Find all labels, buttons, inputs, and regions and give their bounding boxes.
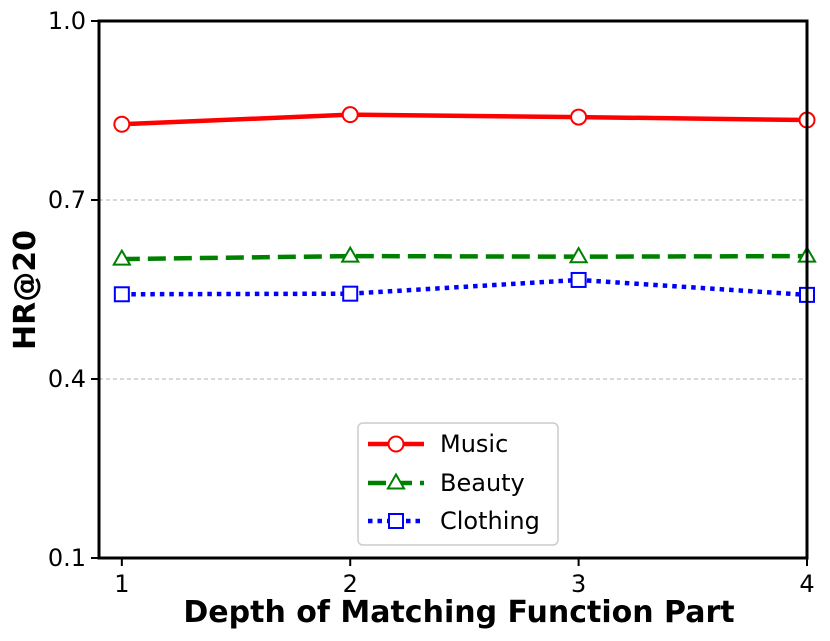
series-line-beauty — [121, 253, 808, 262]
legend-label-beauty: Beauty — [440, 469, 525, 497]
y-axis-title: HR@20 — [8, 230, 43, 350]
series-layer — [112, 106, 817, 303]
x-tick-label: 1 — [114, 570, 129, 598]
legend-marker-clothing — [388, 513, 404, 529]
gridlines — [99, 199, 807, 380]
legend-label-clothing: Clothing — [440, 507, 540, 535]
legend-marker-music — [387, 435, 405, 453]
x-tick-label: 3 — [571, 570, 586, 598]
y-tick-label: 0.7 — [48, 186, 86, 214]
x-tick-label: 4 — [799, 570, 814, 598]
data-point-beauty — [568, 246, 589, 264]
y-tick-label: 1.0 — [48, 7, 86, 35]
x-axis-title: Depth of Matching Function Part — [183, 595, 734, 630]
y-tick-label: 0.4 — [48, 365, 86, 393]
x-tick-label: 2 — [343, 570, 358, 598]
data-point-music — [341, 106, 359, 124]
legend-label-music: Music — [440, 430, 508, 458]
legend: Music Beauty Clothing — [357, 422, 559, 546]
axis-ticks: 0.1 0.4 0.7 1.0 1 2 3 4 — [48, 7, 815, 598]
data-point-music — [570, 108, 588, 126]
series-line-music — [121, 112, 808, 127]
plot-area-frame — [97, 19, 809, 560]
legend-marker-beauty — [386, 472, 406, 490]
legend-box — [357, 422, 559, 546]
data-point-clothing — [113, 286, 130, 303]
data-point-clothing — [342, 285, 359, 302]
data-point-beauty — [340, 245, 361, 263]
data-point-music — [113, 115, 131, 133]
series-line-clothing — [121, 277, 808, 298]
data-point-beauty — [112, 248, 132, 266]
data-point-clothing — [570, 271, 587, 288]
y-tick-label: 0.1 — [48, 544, 86, 572]
